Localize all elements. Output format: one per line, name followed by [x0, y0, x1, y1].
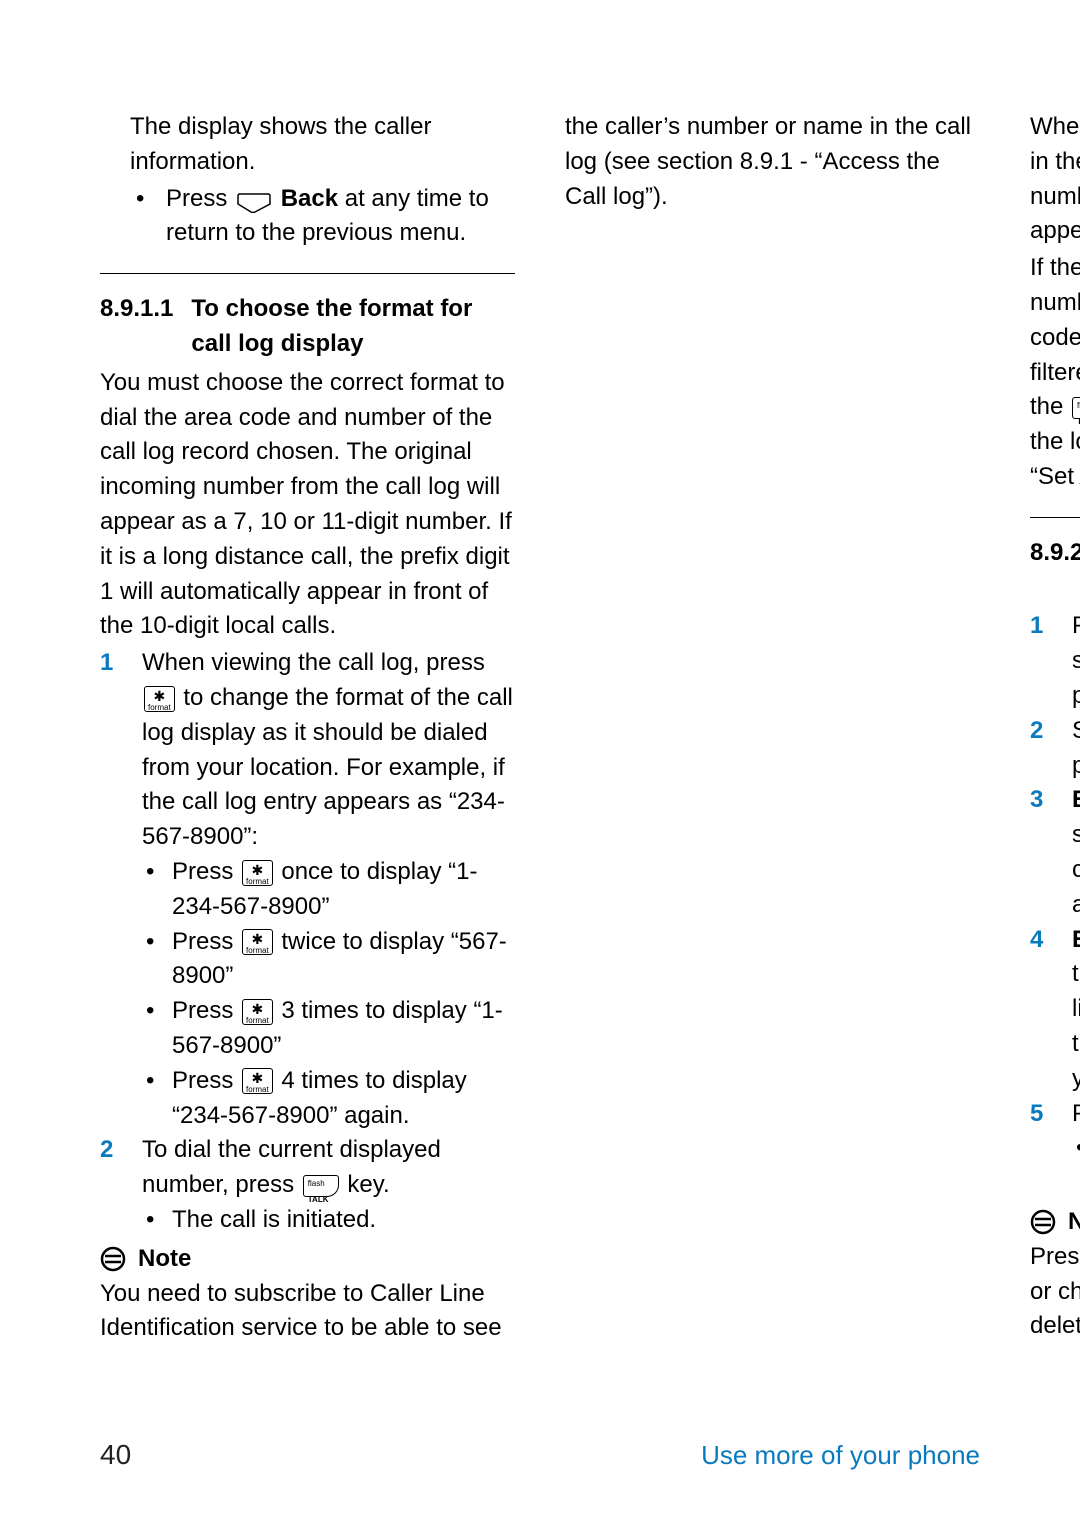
note-icon [100, 1246, 126, 1272]
bullet-text: Press ✱format 3 times to display “1-567-… [172, 994, 515, 1064]
step-text: To dial the current displayed number, pr… [142, 1133, 515, 1237]
note-label: Note [1068, 1205, 1080, 1240]
sub-bullet: • Press ✱format twice to display “567-89… [142, 925, 515, 995]
section-title: To choose the format for call log displa… [191, 292, 515, 362]
rstep-1: 1 Press call ID in idle mode, and then s… [1030, 609, 1080, 713]
sub-bullet: • Press ✱format 4 times to display “234-… [142, 1064, 515, 1134]
step-text: When viewing the call log, press ✱format… [142, 646, 515, 1133]
bold-enter-number: Enter Number [1072, 926, 1080, 953]
section-8-9-1-1-heading: 8.9.1.1 To choose the format for call lo… [100, 292, 515, 362]
format-key-icon: ✱format [242, 929, 273, 955]
bullet-dot: • [1072, 1131, 1080, 1166]
step-number: 1 [100, 646, 142, 681]
talk-key-icon: flashTALK [303, 1175, 339, 1197]
note-body-right: Press Clear to delete the last digit or … [1030, 1240, 1080, 1344]
intro-bullet: • Press Back at any time to return to th… [130, 182, 515, 252]
section-number: 8.9.1.1 [100, 292, 191, 327]
txt: Press [1072, 612, 1080, 639]
bullet-text: Press Back at any time to return to the … [166, 182, 515, 252]
step-number: 2 [100, 1133, 142, 1168]
two-column-body: The display shows the caller information… [100, 110, 980, 1380]
txt: to change the format of the call log dis… [142, 684, 513, 850]
step-1: 1 When viewing the call log, press ✱form… [100, 646, 515, 1133]
txt: When viewing the call log, press [142, 649, 485, 676]
bold-enter-name: Enter Name [1072, 786, 1080, 813]
page-footer: 40 Use more of your phone [100, 1435, 980, 1476]
bold-back: Back [281, 185, 338, 212]
step-text: Press OK. • A confirmation tone sounds a… [1072, 1097, 1080, 1201]
page-number: 40 [100, 1435, 131, 1476]
note-label: Note [138, 1242, 191, 1277]
step-number: 1 [1030, 609, 1072, 644]
bullet-dot: • [142, 1064, 172, 1099]
format-key-icon: ✱format [242, 860, 273, 886]
intro-line: The display shows the caller information… [130, 110, 515, 180]
sub-bullet: • Press ✱format 3 times to display “1-56… [142, 994, 515, 1064]
section-8-9-2-heading: 8.9.2 Save call list entry into the phon… [1030, 536, 1080, 606]
sub-bullet: • Press ✱format once to display “1-234-5… [142, 855, 515, 925]
intro-text: The display shows the caller information… [100, 110, 515, 251]
note-heading: Note [1030, 1205, 1080, 1240]
bullet-dot: • [142, 855, 172, 890]
txt: Press [172, 1067, 240, 1094]
step-text: Scroll redialph.book to Save Number and … [1072, 714, 1080, 784]
rstep-2: 2 Scroll redialph.book to Save Number an… [1030, 714, 1080, 784]
txt: Press [1072, 1100, 1080, 1127]
step-number: 5 [1030, 1097, 1072, 1132]
bullet-dot: • [142, 925, 172, 960]
right-para-2: If the first 3 digits of the incoming nu… [1030, 251, 1080, 495]
softkey-right-icon [237, 189, 271, 209]
bullet-text: The call is initiated. [172, 1203, 515, 1238]
step-number: 4 [1030, 923, 1072, 958]
bullet-dot: • [130, 182, 166, 217]
txt: Scroll [1072, 717, 1080, 744]
bullet-dot: • [142, 994, 172, 1029]
bullet-text: Press ✱format 4 times to display “234-56… [172, 1064, 515, 1134]
txt: To dial the current displayed number, pr… [142, 1136, 441, 1198]
bullet-dot: • [142, 1203, 172, 1238]
step-text: Press call ID in idle mode, and then scr… [1072, 609, 1080, 713]
txt: Press [172, 997, 240, 1024]
txt: Press [166, 185, 234, 212]
step-number: 3 [1030, 783, 1072, 818]
divider [1030, 517, 1080, 518]
sub-bullet: • The call is initiated. [142, 1203, 515, 1238]
step-number: 2 [1030, 714, 1072, 749]
right-para-1: When you store an incoming number in the… [1030, 110, 1080, 249]
rstep-4: 4 Enter Number is displayed and the sele… [1030, 923, 1080, 1097]
step-text: Enter Number is displayed and the select… [1072, 923, 1080, 1097]
txt: Press [1030, 1243, 1080, 1270]
step-2: 2 To dial the current displayed number, … [100, 1133, 515, 1237]
section-8-9-1-1-para: You must choose the correct format to di… [100, 366, 515, 644]
rstep-3: 3 Enter Name is displayed on the screen.… [1030, 783, 1080, 922]
manual-page: The display shows the caller information… [0, 0, 1080, 1530]
divider [100, 273, 515, 274]
format-key-icon: ✱format [242, 1068, 273, 1094]
talk-key-icon: flashTALK [1072, 397, 1080, 419]
bullet-text: Press ✱format twice to display “567-8900… [172, 925, 515, 995]
bullet-text: Press ✱format once to display “1-234-567… [172, 855, 515, 925]
format-key-icon: ✱format [144, 686, 175, 712]
note-icon [1030, 1209, 1056, 1235]
note-heading: Note [100, 1242, 515, 1277]
txt: Press [172, 858, 240, 885]
section-number: 8.9.2 [1030, 536, 1080, 571]
footer-title: Use more of your phone [701, 1437, 980, 1475]
step-text: Enter Name is displayed on the screen. E… [1072, 783, 1080, 922]
txt: If the first 3 digits of the incoming nu… [1030, 254, 1080, 420]
txt: Press [172, 928, 240, 955]
format-key-icon: ✱format [242, 999, 273, 1025]
sub-bullet: • A confirmation tone sounds and the scr… [1072, 1131, 1080, 1201]
rstep-5: 5 Press OK. • A confirmation tone sounds… [1030, 1097, 1080, 1201]
txt: key. [347, 1171, 389, 1198]
